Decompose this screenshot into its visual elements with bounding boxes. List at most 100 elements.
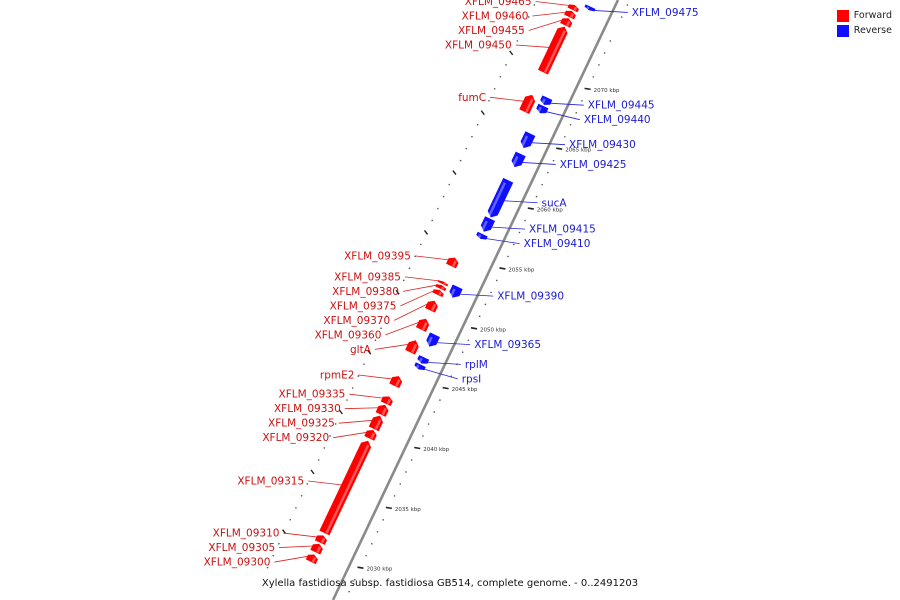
gene-label[interactable]: rpmE2 xyxy=(320,370,355,382)
leader-line xyxy=(531,142,566,146)
scale-dot xyxy=(471,135,473,138)
leader-line xyxy=(490,96,525,102)
gene-label[interactable]: XFLM_09440 xyxy=(584,114,651,126)
gene-label[interactable]: sucA xyxy=(542,197,568,209)
gene-arrow[interactable] xyxy=(415,318,430,332)
scale-dot xyxy=(410,459,413,461)
gene-label[interactable]: XFLM_09310 xyxy=(213,528,280,540)
gene-arrow[interactable] xyxy=(446,257,459,269)
gene-arrow[interactable] xyxy=(425,300,438,313)
gene-label[interactable]: XFLM_09335 xyxy=(279,389,346,401)
gene-label[interactable]: XFLM_09370 xyxy=(323,315,390,327)
gene-label[interactable]: XFLM_09450 xyxy=(445,40,512,52)
gene-arrow[interactable] xyxy=(540,95,553,105)
gene-arrow[interactable] xyxy=(519,94,536,114)
gene-label[interactable]: XFLM_09385 xyxy=(334,271,401,283)
gene-label[interactable]: XFLM_09475 xyxy=(632,7,699,19)
scale-tick-label: 2030 kbp xyxy=(366,567,392,573)
gene-arrow[interactable] xyxy=(405,340,419,355)
scale-tick-mark xyxy=(509,50,514,56)
gene-arrow[interactable] xyxy=(314,535,328,545)
gene-arrow[interactable] xyxy=(380,396,393,407)
gene-arrow[interactable] xyxy=(567,4,579,13)
gene-arrow[interactable] xyxy=(437,280,449,287)
gene-label[interactable]: XFLM_09430 xyxy=(569,139,636,151)
gene-label[interactable]: XFLM_09360 xyxy=(315,329,382,341)
scale-dot xyxy=(552,159,555,162)
gene-arrow[interactable] xyxy=(564,10,576,20)
gene-label[interactable]: XFLM_09330 xyxy=(274,403,341,415)
gene-label[interactable]: XFLM_09365 xyxy=(474,339,541,351)
scale-dot xyxy=(505,64,507,66)
scale-dot xyxy=(278,542,280,545)
gene-label[interactable]: XFLM_09410 xyxy=(524,238,591,250)
gene-label[interactable]: XFLM_09375 xyxy=(330,300,397,312)
gene-label[interactable]: XFLM_09300 xyxy=(204,557,271,569)
leader-line xyxy=(274,555,309,563)
gene-arrow[interactable] xyxy=(310,543,323,555)
leader-line xyxy=(338,419,373,424)
gene-label[interactable]: XFLM_09305 xyxy=(208,542,275,554)
scale-dot xyxy=(408,267,411,270)
gene-arrow[interactable] xyxy=(449,284,463,298)
scale-dot xyxy=(541,183,543,186)
gene-label[interactable]: XFLM_09460 xyxy=(462,11,529,23)
gene-arrow[interactable] xyxy=(305,554,318,565)
gene-arrow[interactable] xyxy=(375,404,389,417)
gene-arrow[interactable] xyxy=(389,376,403,389)
gene-label[interactable]: XFLM_09390 xyxy=(497,291,564,303)
gene-label[interactable]: XFLM_09315 xyxy=(237,475,304,487)
scale-dot xyxy=(533,4,536,6)
gene-arrow[interactable] xyxy=(560,18,573,28)
scale-dot xyxy=(581,100,583,102)
gene-arrow[interactable] xyxy=(476,231,488,240)
leader-line xyxy=(532,11,567,17)
legend-item-reverse: Reverse xyxy=(836,23,892,38)
gene-arrow[interactable] xyxy=(364,430,377,441)
gene-label[interactable]: XFLM_09465 xyxy=(465,0,532,8)
scale-dot xyxy=(420,243,422,246)
scale-dot xyxy=(357,375,360,377)
gene-arrow[interactable] xyxy=(435,284,447,292)
gene-label[interactable]: XFLM_09425 xyxy=(560,159,627,171)
scale-dot xyxy=(442,195,445,198)
leader-line xyxy=(374,343,409,350)
scale-tick: 2055 kbp xyxy=(499,267,535,273)
gene-label[interactable]: XFLM_09395 xyxy=(344,250,411,262)
gene-arrow[interactable] xyxy=(368,415,383,432)
gene-label[interactable]: gltA xyxy=(350,344,372,356)
legend-forward-label: Forward xyxy=(853,10,892,21)
gene-label[interactable]: XFLM_09445 xyxy=(588,100,655,112)
gene-arrow[interactable] xyxy=(520,131,536,148)
gene-label[interactable]: rplM xyxy=(465,359,488,371)
scale-dot xyxy=(329,435,331,437)
scale-dot xyxy=(382,519,384,521)
gene-arrow[interactable] xyxy=(480,216,496,232)
gene-arrow[interactable] xyxy=(414,362,426,371)
scale-dot xyxy=(488,99,490,102)
scale-dot xyxy=(527,16,530,18)
scale-dot xyxy=(626,4,629,6)
gene-arrow[interactable] xyxy=(511,151,526,168)
gene-arrow[interactable] xyxy=(487,177,514,218)
gene-arrow[interactable] xyxy=(319,440,372,536)
gene-arrow[interactable] xyxy=(432,289,444,298)
gene-arrow[interactable] xyxy=(417,355,430,364)
gene-label[interactable]: rpsI xyxy=(462,373,482,385)
gene-label[interactable]: XFLM_09380 xyxy=(332,286,399,298)
gene-label[interactable]: XFLM_09325 xyxy=(268,418,335,430)
scale-dot xyxy=(348,590,350,593)
gene-label[interactable]: XFLM_09320 xyxy=(262,432,329,444)
scale-dot xyxy=(499,76,502,78)
gene-label[interactable]: XFLM_09455 xyxy=(458,25,525,37)
gene-label[interactable]: fumC xyxy=(458,92,486,104)
gene-label[interactable]: XFLM_09415 xyxy=(529,224,596,236)
scale-dot xyxy=(317,459,320,461)
gene-arrow[interactable] xyxy=(584,4,596,12)
gene-arrow[interactable] xyxy=(537,26,568,75)
scale-dot xyxy=(295,506,297,509)
gene-arrow[interactable] xyxy=(536,103,549,114)
gene-arrow[interactable] xyxy=(426,332,440,347)
scale-dot xyxy=(478,315,481,318)
